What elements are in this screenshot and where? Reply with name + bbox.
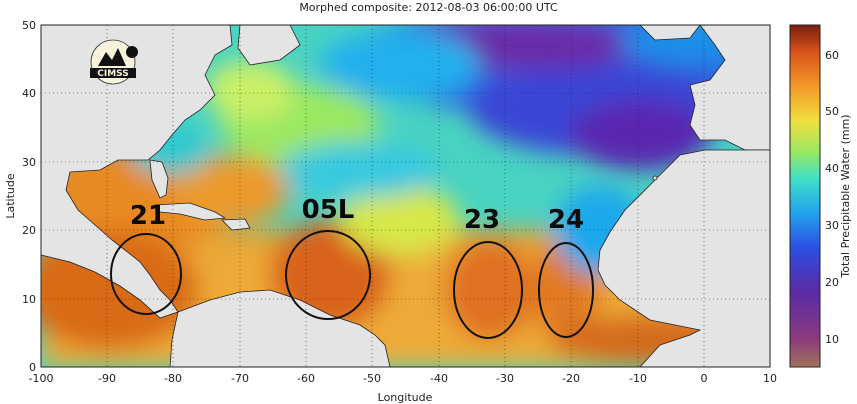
colorbar-tick: 60 bbox=[825, 49, 839, 62]
colorbar-tick: 20 bbox=[825, 276, 839, 289]
colorbar-tick: 40 bbox=[825, 162, 839, 175]
storm-circle-24 bbox=[538, 242, 594, 338]
x-axis-ticks: -100 -90 -80 -70 -60 -50 -40 -30 -20 -10… bbox=[29, 372, 777, 385]
y-tick-label: 40 bbox=[22, 87, 36, 100]
y-tick-label: 0 bbox=[29, 361, 36, 374]
south-america-land bbox=[169, 289, 391, 367]
x-tick-label: -50 bbox=[363, 372, 381, 385]
north-america-land bbox=[41, 25, 233, 319]
storm-circle-21 bbox=[110, 233, 182, 315]
y-tick-label: 20 bbox=[22, 224, 36, 237]
storm-circle-05L bbox=[285, 230, 371, 320]
x-tick-label: -20 bbox=[562, 372, 580, 385]
cimss-logo: CIMSS bbox=[90, 39, 138, 85]
x-tick-label: -30 bbox=[496, 372, 514, 385]
figure-title: Morphed composite: 2012-08-03 06:00:00 U… bbox=[299, 1, 558, 14]
x-axis-label: Longitude bbox=[378, 391, 433, 404]
plot-frame bbox=[40, 24, 771, 368]
iceland-land bbox=[639, 25, 701, 41]
africa-land bbox=[597, 149, 770, 367]
storm-label-23: 23 bbox=[464, 205, 500, 235]
europe-land bbox=[689, 25, 770, 151]
canada-maritimes-land bbox=[237, 25, 301, 66]
colorbar-gradient bbox=[789, 24, 821, 368]
x-tick-label: 0 bbox=[701, 372, 708, 385]
x-tick-label: -40 bbox=[430, 372, 448, 385]
colorbar-tick: 10 bbox=[825, 333, 839, 346]
storm-circle-23 bbox=[453, 241, 523, 339]
y-tick-label: 30 bbox=[22, 156, 36, 169]
x-tick-label: 10 bbox=[763, 372, 777, 385]
map-plot-area bbox=[41, 25, 770, 367]
logo-text: CIMSS bbox=[97, 69, 128, 79]
colorbar-label: Total Precipitable Water (mm) bbox=[839, 114, 852, 278]
x-tick-label: -90 bbox=[98, 372, 116, 385]
x-tick-label: -70 bbox=[231, 372, 249, 385]
y-tick-label: 50 bbox=[22, 19, 36, 32]
cuba-land bbox=[154, 202, 227, 221]
storm-label-05L: 05L bbox=[302, 195, 355, 225]
colorbar: 10 20 30 40 50 60 Total Precipitable Wat… bbox=[789, 24, 852, 368]
y-axis-ticks: 0 10 20 30 40 50 bbox=[22, 19, 36, 374]
hispaniola-land bbox=[221, 218, 251, 231]
land-masses bbox=[41, 25, 770, 367]
x-tick-label: -10 bbox=[629, 372, 647, 385]
colorbar-tick: 50 bbox=[825, 105, 839, 118]
canary-islands bbox=[652, 175, 658, 181]
y-axis-label: Latitude bbox=[4, 173, 17, 219]
x-tick-label: -60 bbox=[297, 372, 315, 385]
storm-label-21: 21 bbox=[130, 201, 166, 231]
colorbar-tick: 30 bbox=[825, 219, 839, 232]
y-tick-label: 10 bbox=[22, 293, 36, 306]
x-tick-label: -80 bbox=[164, 372, 182, 385]
x-tick-label: -100 bbox=[29, 372, 54, 385]
storm-label-24: 24 bbox=[548, 205, 584, 235]
storm-circles bbox=[110, 230, 594, 339]
